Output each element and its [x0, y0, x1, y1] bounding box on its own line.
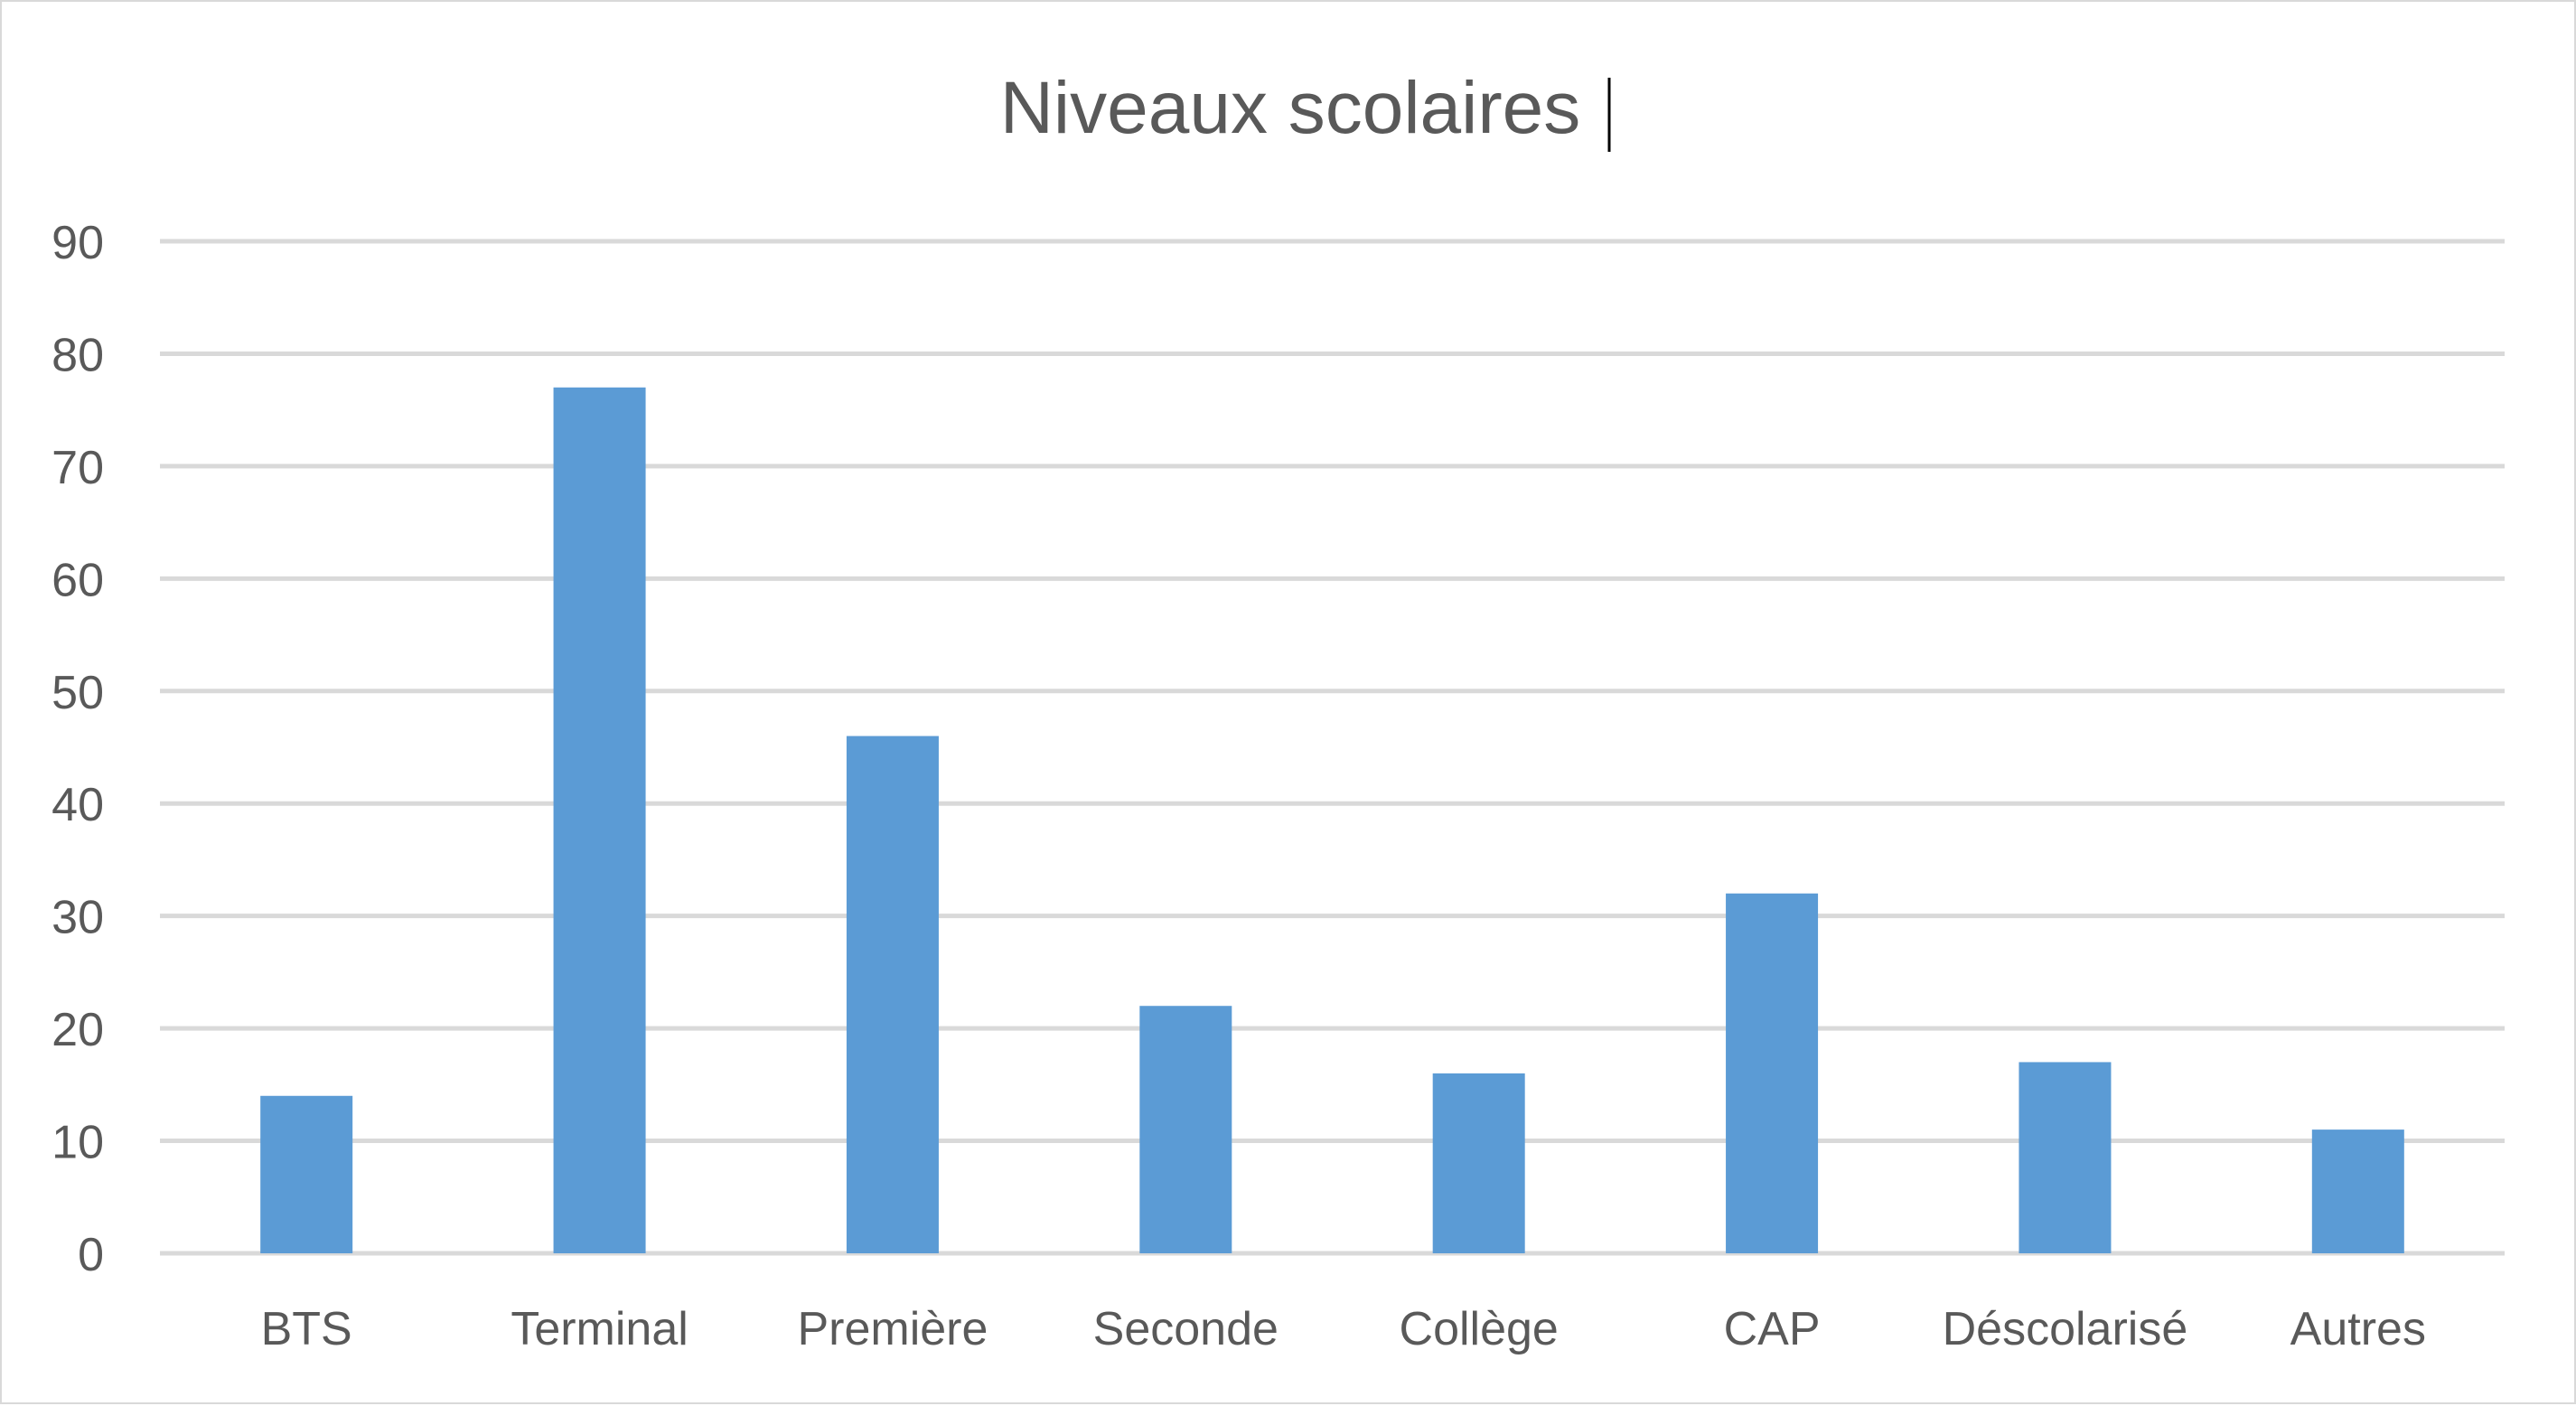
y-tick-label: 10 — [52, 1117, 104, 1169]
bar-2 — [846, 736, 939, 1253]
y-tick-label: 20 — [52, 1004, 104, 1056]
y-tick-label: 90 — [52, 217, 104, 269]
x-tick-label: Seconde — [1093, 1303, 1279, 1355]
x-tick-label: CAP — [1724, 1303, 1821, 1355]
x-tick-label: Autres — [2290, 1303, 2426, 1355]
chart-title: Niveaux scolaires — [1000, 67, 1581, 149]
y-tick-label: 40 — [52, 779, 104, 831]
y-tick-label: 80 — [52, 329, 104, 381]
y-tick-label: 50 — [52, 667, 104, 719]
bar-5 — [1726, 893, 1819, 1253]
x-tick-label: Première — [797, 1303, 988, 1355]
x-tick-label: Terminal — [511, 1303, 688, 1355]
bar-0 — [260, 1095, 353, 1253]
x-tick-label: Collège — [1400, 1303, 1559, 1355]
bar-6 — [2019, 1062, 2112, 1253]
y-tick-label: 30 — [52, 892, 104, 944]
x-tick-label: BTS — [261, 1303, 352, 1355]
y-axis-tick-labels: 0 10 20 30 40 50 60 70 80 90 — [52, 217, 104, 1281]
bar-3 — [1139, 1006, 1232, 1253]
x-axis-tick-labels: BTS Terminal Première Seconde Collège CAP Désc… — [261, 1303, 2426, 1355]
bars — [260, 387, 2404, 1253]
bar-4 — [1432, 1073, 1525, 1253]
y-tick-label: 70 — [52, 442, 104, 494]
y-tick-label: 60 — [52, 554, 104, 606]
bar-1 — [553, 387, 646, 1253]
x-tick-label: Déscolarisé — [1943, 1303, 2188, 1355]
bar-7 — [2311, 1129, 2404, 1253]
gridlines — [160, 239, 2505, 1256]
y-tick-label: 0 — [78, 1229, 104, 1281]
